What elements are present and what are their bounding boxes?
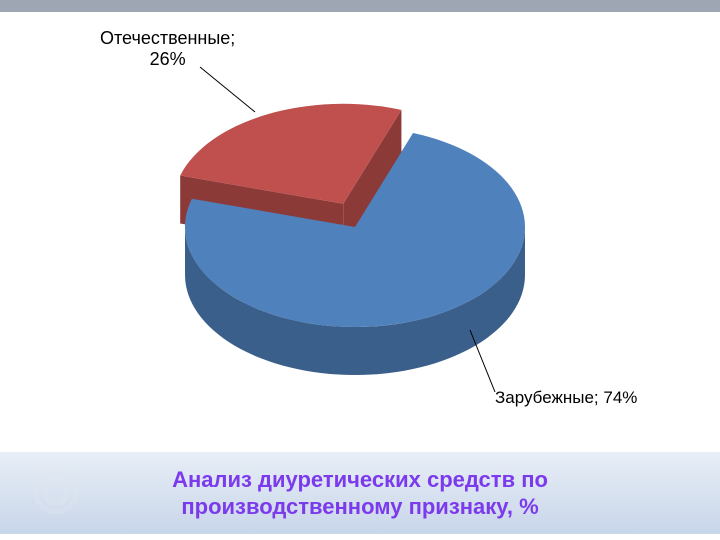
swirl-icon (32, 468, 80, 516)
label-domestic-name: Отечественные; (100, 28, 235, 49)
footer: Анализ диуретических средств по производ… (0, 452, 720, 534)
label-foreign: Зарубежные; 74% (495, 388, 637, 408)
footer-title: Анализ диуретических средств по производ… (80, 466, 640, 521)
label-foreign-text: Зарубежные; 74% (495, 388, 637, 408)
top-bar (0, 0, 720, 12)
label-domestic: Отечественные; 26% (100, 28, 235, 70)
chart-area: Отечественные; 26% Зарубежные; 74% (0, 12, 720, 452)
label-domestic-pct: 26% (100, 49, 235, 70)
pie-chart (0, 12, 720, 452)
